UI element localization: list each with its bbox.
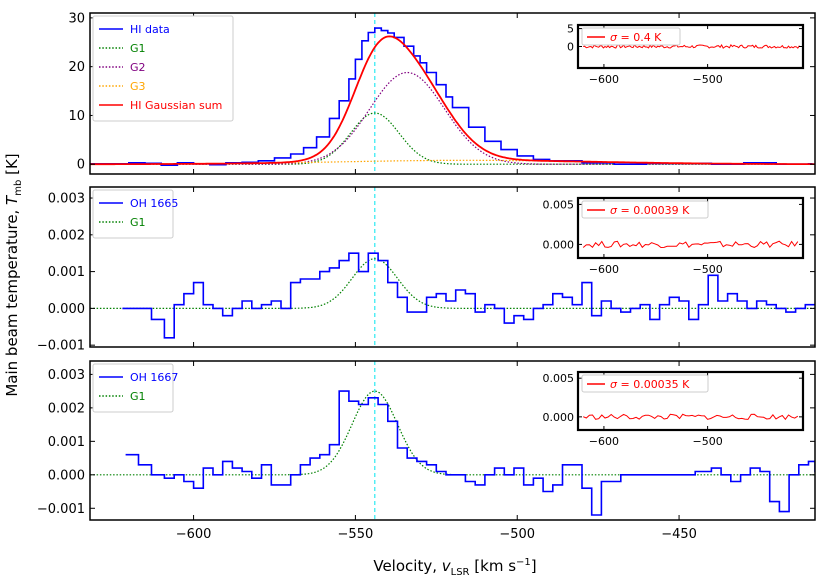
gaussian-sum-line <box>90 35 815 166</box>
x-axis-label: Velocity, vLSR [km s−1] <box>373 557 536 578</box>
y-tick-label: 0.002 <box>48 401 85 416</box>
residual-inset: 0.000 0.005 −600 −500 σ = 0.00035 K <box>543 370 805 448</box>
y-tick-label: 0.000 <box>48 302 85 317</box>
plot-area <box>90 252 815 339</box>
model-g2-line <box>90 71 815 165</box>
y-tick-label: 0.001 <box>48 265 85 280</box>
panel-oh-1667: −0.001 0.000 0.001 0.002 0.003 −600 −550 −500 −4… <box>37 360 816 542</box>
inset-legend-label: σ = 0.4 K <box>610 31 662 44</box>
legend-label: OH 1667 <box>130 371 178 384</box>
inset-legend-frame <box>581 200 709 219</box>
inset-legend-frame <box>581 374 709 393</box>
residual-inset: 0 5 −600 −500 σ = 0.4 K <box>567 23 805 86</box>
residual-line <box>582 240 799 249</box>
legend-label: G1 <box>130 390 146 403</box>
inset-x-tick-label: −500 <box>692 263 722 276</box>
inset-x-tick-label: −600 <box>589 263 619 276</box>
y-tick-label: 0 <box>77 158 85 173</box>
inset-y-tick-label: 0.005 <box>543 372 575 385</box>
legend-frame <box>92 15 234 122</box>
inset-x-tick-label: −600 <box>589 435 619 448</box>
y-tick-label: −0.001 <box>37 502 85 517</box>
legend-label: OH 1665 <box>130 197 178 210</box>
x-tick-label: −550 <box>338 527 374 542</box>
y-tick-label: 0.000 <box>48 468 85 483</box>
y-tick-label: −0.001 <box>37 339 85 354</box>
x-tick-label: −450 <box>661 527 697 542</box>
sigma-symbol: σ <box>610 204 618 217</box>
inset-x-tick-label: −600 <box>589 73 619 86</box>
legend-label: HI Gaussian sum <box>130 99 222 112</box>
sigma-symbol: σ <box>610 378 618 391</box>
plot-area <box>90 390 815 516</box>
legend-frame <box>92 363 174 413</box>
panel-hi: 0 10 20 30 HI data G1 G2 G3 HI Gaussian sum 0 5 −60… <box>68 11 816 175</box>
panel-frame <box>89 186 816 348</box>
panel-frame <box>89 360 816 521</box>
legend-label: G1 <box>130 42 146 55</box>
y-tick-label: 0.003 <box>48 368 85 383</box>
data-step-line <box>125 390 815 516</box>
y-tick-label: 10 <box>68 109 85 124</box>
sigma-value: = 0.4 K <box>617 31 662 44</box>
legend-label: G1 <box>130 216 146 229</box>
inset-legend-frame <box>581 27 681 46</box>
inset-y-tick-label: 5 <box>567 23 574 36</box>
y-tick-label: 30 <box>68 11 85 26</box>
legend: HI data G1 G2 G3 HI Gaussian sum <box>92 15 234 122</box>
residual-line <box>583 413 799 421</box>
sigma-symbol: σ <box>610 31 618 44</box>
legend: OH 1665 G1 <box>92 189 178 239</box>
sigma-value: = 0.00035 K <box>617 378 690 391</box>
inset-y-tick-label: 0.000 <box>543 411 575 424</box>
inset-legend-label: σ = 0.00035 K <box>610 378 690 391</box>
inset-x-tick-label: −500 <box>692 435 722 448</box>
data-step-line <box>122 252 815 339</box>
legend: OH 1667 G1 <box>92 363 178 413</box>
y-tick-label: 0.002 <box>48 228 85 243</box>
legend-frame <box>92 189 174 239</box>
panels: 0 10 20 30 HI data G1 G2 G3 HI Gaussian sum 0 5 −60… <box>37 11 816 542</box>
residual-inset: 0.000 0.005 −600 −500 σ = 0.00039 K <box>543 196 805 276</box>
plot-area <box>90 27 815 166</box>
inset-y-tick-label: 0.000 <box>543 238 575 251</box>
inset-y-tick-label: 0.005 <box>543 198 575 211</box>
inset-y-tick-label: 0 <box>567 41 574 54</box>
inset-legend-label: σ = 0.00039 K <box>610 204 690 217</box>
sigma-value: = 0.00039 K <box>617 204 690 217</box>
x-tick-label: −500 <box>499 527 535 542</box>
panel-oh-1665: −0.001 0.000 0.001 0.002 0.003 OH 1665 G1 0.000… <box>37 186 816 354</box>
inset-x-tick-label: −500 <box>692 73 722 86</box>
y-tick-label: 20 <box>68 60 85 75</box>
legend-label: G2 <box>130 61 146 74</box>
legend-label: HI data <box>130 23 170 36</box>
legend-label: G3 <box>130 80 146 93</box>
y-tick-label: 0.003 <box>48 192 85 207</box>
y-tick-label: 0.001 <box>48 435 85 450</box>
x-tick-label: −600 <box>176 527 212 542</box>
y-axis-label: Main beam temperature, Tmb [K] <box>3 153 24 396</box>
panel-frame <box>89 12 816 175</box>
